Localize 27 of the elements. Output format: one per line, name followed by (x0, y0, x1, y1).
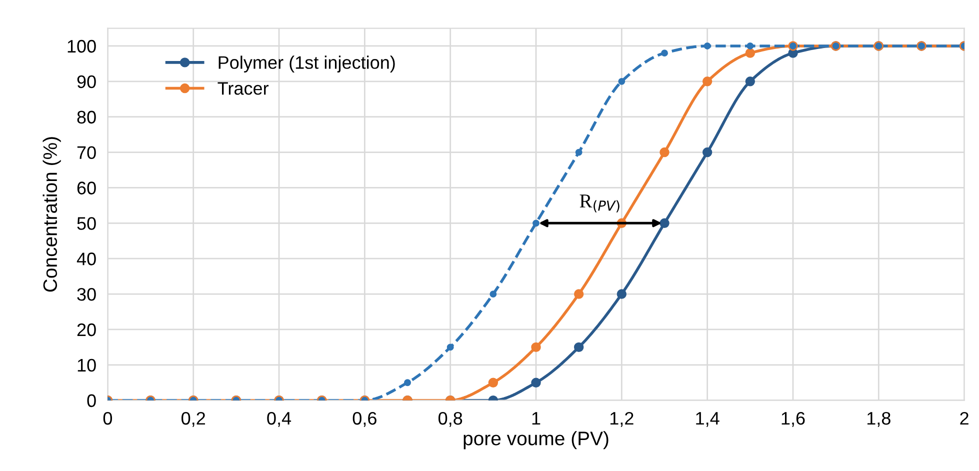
y-axis-title: Concentration (%) (42, 137, 61, 292)
y-tick-label: 80 (77, 110, 96, 124)
legend-label: Tracer (218, 82, 269, 95)
x-tick-label: 0,2 (182, 412, 205, 427)
x-tick-label: 0,8 (438, 412, 462, 427)
y-tick-label: 10 (78, 358, 96, 372)
y-tick-label: 0 (87, 394, 96, 408)
x-tick-label: 0 (103, 412, 112, 425)
y-tick-label: 90 (77, 75, 96, 88)
y-tick-label: 30 (77, 288, 96, 301)
y-tick-label: 60 (77, 182, 96, 194)
y-tick-label: 70 (77, 146, 96, 160)
x-tick-label: 1,2 (610, 412, 634, 427)
y-tick-label: 40 (76, 252, 96, 266)
x-tick-label: 1,8 (867, 412, 890, 427)
y-tick-label: 100 (68, 40, 96, 53)
y-tick-label: 50 (77, 217, 96, 230)
annotation: R$_{(PV)}$ (580, 194, 620, 212)
x-tick-label: 0,6 (352, 412, 376, 427)
x-tick-label: 1,6 (782, 412, 805, 427)
x-tick-label: 1,4 (696, 412, 720, 427)
x-tick-label: 2 (960, 412, 968, 425)
legend-label: Polymer (1st injection) (218, 56, 395, 73)
x-tick-label: 0,4 (267, 412, 292, 427)
y-tick-label: 20 (77, 323, 96, 336)
x-axis-title: pore voume (PV) (464, 431, 608, 450)
x-tick-label: 1 (532, 412, 540, 425)
